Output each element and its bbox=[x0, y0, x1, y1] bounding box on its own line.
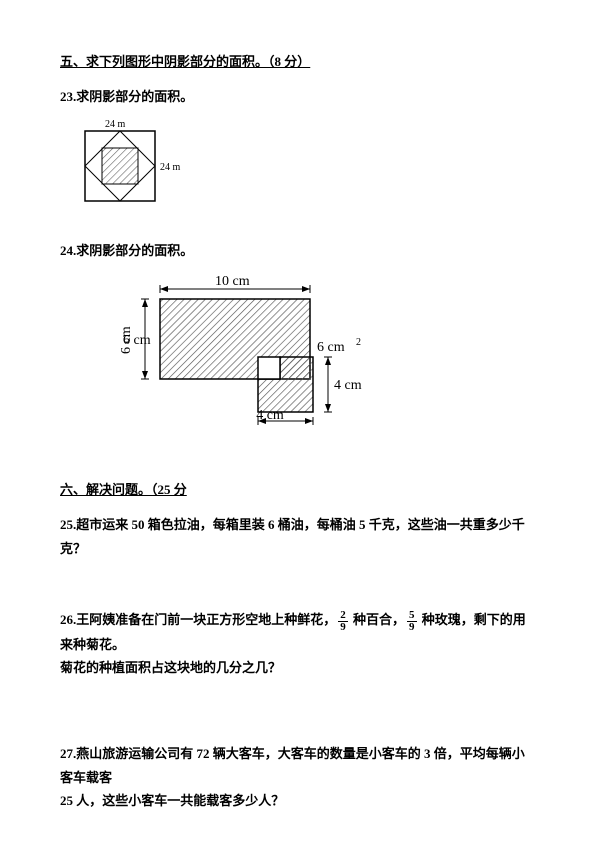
q24-bottom-label: 4 cm bbox=[256, 408, 284, 423]
svg-text:2: 2 bbox=[356, 337, 361, 348]
section-5-title: 五、求下列图形中阴影部分的面积。（8 分） bbox=[60, 50, 535, 73]
q27-line1: 27.燕山旅游运输公司有 72 辆大客车，大客车的数量是小客车的 3 倍，平均每… bbox=[60, 742, 535, 789]
q26-frac1: 29 bbox=[338, 610, 348, 633]
q27-line2: 25 人，这些小客车一共能载客多少人？ bbox=[60, 789, 535, 812]
q26-pre: 26.王阿姨准备在门前一块正方形空地上种鲜花， bbox=[60, 612, 336, 627]
q24-topright-label: 6 cm bbox=[317, 340, 345, 355]
section-6-title: 六、解决问题。（25 分 bbox=[60, 478, 535, 501]
question-26: 26.王阿姨准备在门前一块正方形空地上种鲜花，29 种百合，59 种玫瑰，剩下的… bbox=[60, 608, 535, 679]
svg-text:6 cm: 6 cm bbox=[123, 333, 151, 348]
q24-right-label: 4 cm bbox=[334, 378, 362, 393]
q26-line2: 菊花的种植面积占这块地的几分之几？ bbox=[60, 656, 535, 679]
q24-top-label: 10 cm bbox=[215, 274, 250, 289]
q26-mid1: 种百合， bbox=[350, 612, 405, 627]
question-24-label: 24.求阴影部分的面积。 bbox=[60, 239, 535, 262]
q26-frac2: 59 bbox=[407, 610, 417, 633]
question-23-figure: 24 m 24 m bbox=[80, 117, 535, 214]
q23-top-label: 24 m bbox=[105, 119, 126, 130]
question-27: 27.燕山旅游运输公司有 72 辆大客车，大客车的数量是小客车的 3 倍，平均每… bbox=[60, 742, 535, 812]
question-25: 25.超市运来 50 箱色拉油，每箱里装 6 桶油，每桶油 5 千克，这些油一共… bbox=[60, 513, 535, 560]
question-23-label: 23.求阴影部分的面积。 bbox=[60, 85, 535, 108]
q23-right-label: 24 m bbox=[160, 162, 181, 173]
question-24-figure: 10 cm 6 cm 6 cm 6 cm 2 4 cm 4 cm bbox=[120, 271, 535, 433]
